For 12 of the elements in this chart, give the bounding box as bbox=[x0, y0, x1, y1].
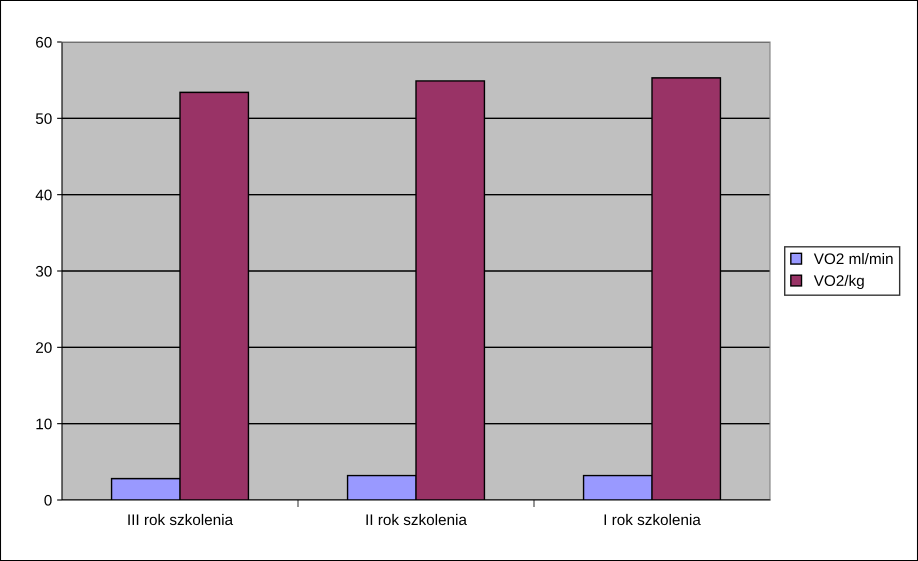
legend-label: VO2/kg bbox=[814, 274, 864, 290]
y-tick-label: 60 bbox=[36, 36, 52, 48]
y-tick-label: 0 bbox=[44, 494, 52, 506]
x-tick-label: I rok szkolenia bbox=[604, 514, 701, 526]
y-tick-label: 40 bbox=[36, 190, 52, 200]
y-tick-label: 10 bbox=[36, 418, 52, 430]
legend-label: VO2 ml/min bbox=[814, 252, 893, 264]
x-tick-label: III rok szkolenia bbox=[128, 514, 234, 526]
y-tick-label: 30 bbox=[36, 266, 52, 277]
x-tick-label: II rok szkolenia bbox=[366, 514, 467, 526]
y-tick-label: 20 bbox=[36, 342, 52, 354]
y-tick-label: 50 bbox=[36, 113, 52, 124]
